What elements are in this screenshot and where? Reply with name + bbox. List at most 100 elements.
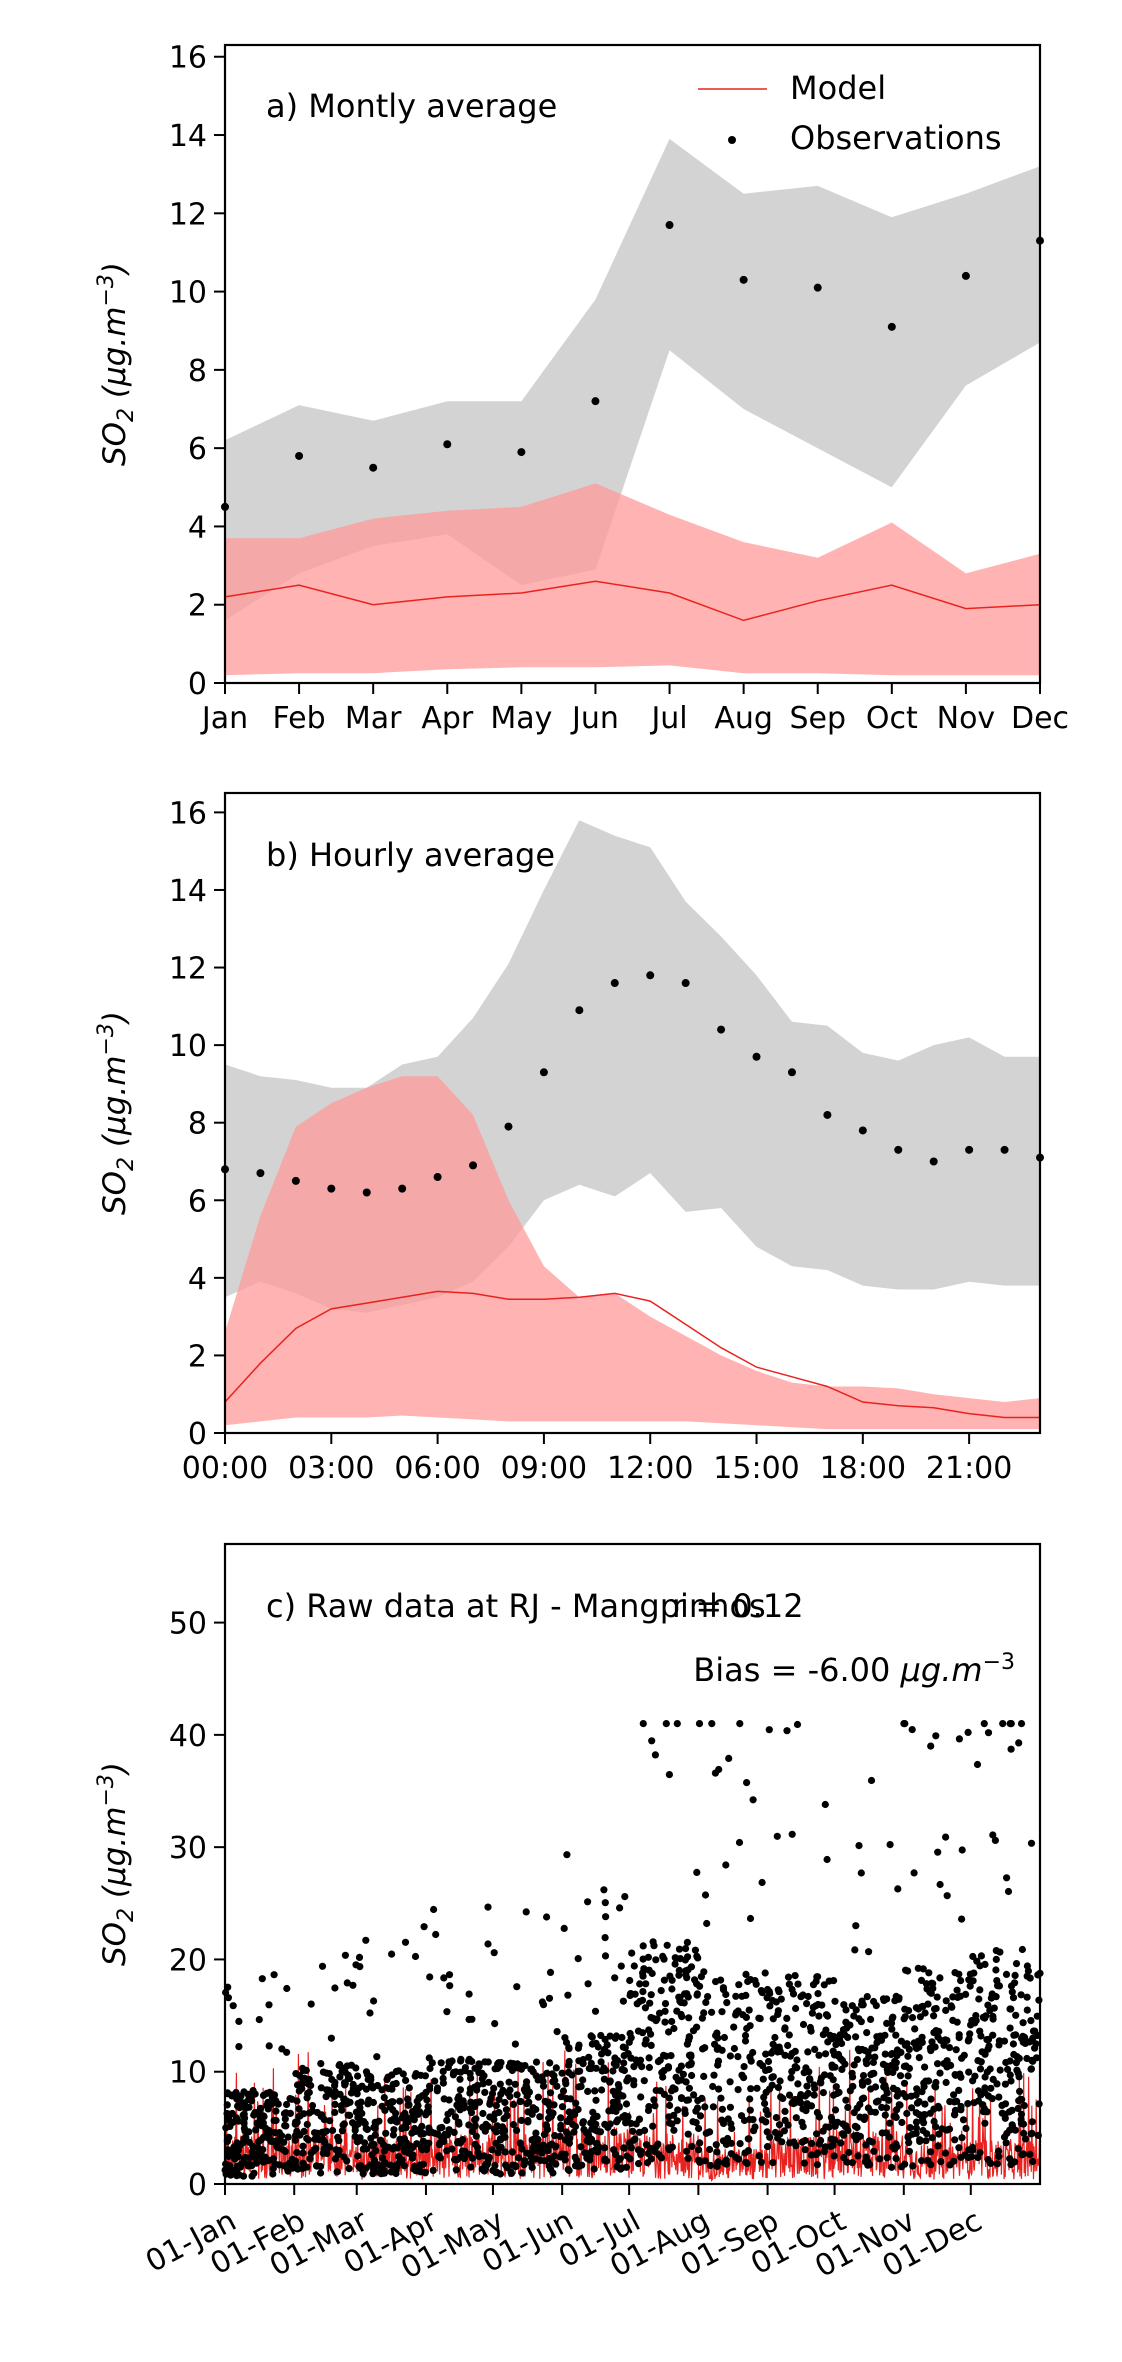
- observation-raw-point: [930, 2012, 938, 2020]
- observation-raw-point: [580, 2126, 588, 2134]
- observation-raw-point: [609, 2067, 617, 2075]
- observation-point: [681, 979, 690, 988]
- observation-raw-point: [912, 2124, 921, 2132]
- observation-raw-point: [917, 1976, 926, 1984]
- observation-raw-point: [822, 2050, 830, 2058]
- observation-raw-point: [912, 2118, 921, 2126]
- observation-raw-point: [369, 2098, 377, 2107]
- observation-raw-point: [668, 1976, 676, 1984]
- observation-raw-point: [781, 2107, 789, 2115]
- observation-raw-point: [444, 2063, 452, 2071]
- observation-raw-point: [908, 2014, 917, 2022]
- observation-raw-point: [641, 2126, 649, 2135]
- observation-raw-point: [934, 2033, 942, 2041]
- observation-raw-point: [859, 2001, 867, 2009]
- observation-raw-point: [809, 2003, 817, 2011]
- observation-raw-point: [723, 1999, 731, 2007]
- observation-raw-point: [275, 2144, 284, 2152]
- observation-raw-point: [900, 1720, 908, 1728]
- observation-raw-point: [546, 2089, 555, 2097]
- observation-raw-point: [976, 2065, 985, 2073]
- panel-b-ytick-label: 16: [169, 796, 207, 831]
- observation-raw-point: [1027, 1839, 1036, 1847]
- observation-raw-point: [863, 1993, 871, 2001]
- observation-raw-point: [303, 2120, 311, 2128]
- observation-raw-point: [478, 2075, 486, 2083]
- observation-point: [646, 971, 655, 980]
- observation-raw-point: [793, 2064, 801, 2072]
- observation-raw-point: [885, 2096, 893, 2104]
- observation-raw-point: [687, 2051, 695, 2059]
- observation-raw-point: [456, 2075, 464, 2083]
- observation-raw-point: [813, 2161, 822, 2169]
- observation-raw-point: [909, 2162, 917, 2170]
- observation-raw-point: [404, 2101, 412, 2109]
- observation-raw-point: [659, 1952, 667, 1960]
- observation-raw-point: [351, 2133, 359, 2141]
- observation-raw-point: [690, 2091, 698, 2099]
- observation-raw-point: [792, 2114, 800, 2122]
- observation-point: [813, 283, 822, 292]
- observation-raw-point: [255, 2016, 263, 2024]
- observation-raw-point: [995, 2041, 1003, 2049]
- observation-raw-point: [491, 2110, 499, 2118]
- observation-raw-point: [1028, 2118, 1036, 2126]
- panel-b-ytick-label: 14: [169, 874, 207, 909]
- observation-raw-point: [865, 1948, 873, 1956]
- observation-raw-point: [1012, 1960, 1021, 1968]
- observation-raw-point: [613, 2097, 621, 2105]
- observation-raw-point: [542, 2098, 550, 2106]
- observation-raw-point: [763, 2128, 771, 2136]
- observation-raw-point: [694, 1954, 702, 1962]
- observation-raw-point: [501, 2133, 509, 2141]
- observation-raw-point: [806, 2023, 815, 2032]
- observation-raw-point: [467, 2163, 475, 2171]
- observation-raw-point: [708, 2008, 716, 2016]
- observation-raw-point: [719, 2137, 728, 2145]
- observation-raw-point: [491, 2020, 499, 2028]
- observation-raw-point: [854, 2152, 862, 2160]
- observation-raw-point: [386, 2161, 395, 2169]
- observation-raw-point: [836, 2036, 844, 2044]
- observation-raw-point: [513, 2091, 521, 2099]
- observation-raw-point: [914, 1964, 922, 1972]
- observation-raw-point: [1014, 2145, 1022, 2153]
- observation-raw-point: [764, 2057, 773, 2066]
- observation-raw-point: [693, 1868, 701, 1876]
- panel-c-ytick-label: 20: [169, 1943, 207, 1978]
- observation-raw-point: [928, 2134, 936, 2142]
- observation-raw-point: [453, 2156, 461, 2164]
- observation-raw-point: [481, 2127, 489, 2135]
- observation-raw-point: [892, 2113, 900, 2121]
- observation-raw-point: [605, 2107, 613, 2115]
- observation-raw-point: [354, 2152, 362, 2160]
- observation-raw-point: [425, 2124, 433, 2132]
- observation-raw-point: [412, 2070, 420, 2078]
- observation-raw-point: [695, 2146, 703, 2154]
- observation-raw-point: [1004, 2065, 1012, 2073]
- observation-raw-point: [545, 1994, 554, 2002]
- observation-raw-point: [793, 2056, 801, 2064]
- observation-raw-point: [363, 2070, 371, 2079]
- observation-raw-point: [321, 2138, 329, 2146]
- observation-raw-point: [421, 2072, 429, 2080]
- observation-raw-point: [551, 2076, 559, 2085]
- observation-raw-point: [642, 2036, 650, 2044]
- observation-raw-point: [791, 1972, 799, 1980]
- observation-raw-point: [855, 2047, 863, 2055]
- observation-raw-point: [682, 2078, 690, 2086]
- observation-raw-point: [700, 1968, 708, 1976]
- observation-raw-point: [700, 2072, 708, 2080]
- observation-raw-point: [834, 2118, 842, 2126]
- observation-raw-point: [985, 2042, 993, 2050]
- observation-raw-point: [602, 1913, 610, 1921]
- observation-raw-point: [846, 2087, 854, 2095]
- observation-raw-point: [858, 2078, 866, 2086]
- observation-raw-point: [832, 2083, 840, 2091]
- observation-raw-point: [592, 2140, 601, 2148]
- observation-raw-point: [429, 2166, 437, 2174]
- observation-raw-point: [840, 2131, 848, 2139]
- observation-raw-point: [501, 2098, 509, 2107]
- observation-raw-point: [565, 2068, 573, 2076]
- observation-raw-point: [726, 2078, 734, 2086]
